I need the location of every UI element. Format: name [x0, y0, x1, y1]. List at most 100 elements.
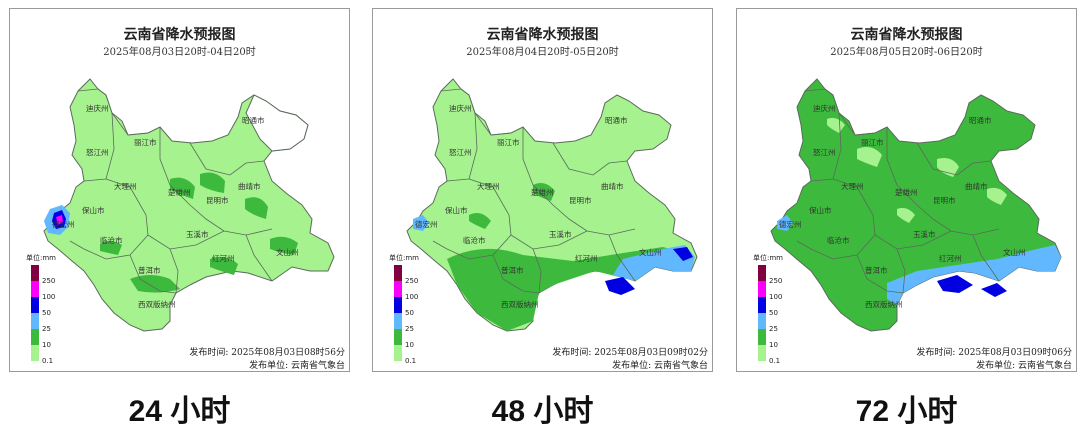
city-label: 德宏州	[779, 219, 802, 229]
city-label: 怒江州	[449, 147, 472, 157]
city-label: 迪庆州	[449, 103, 472, 113]
city-label: 楚雄州	[531, 187, 554, 197]
city-label: 红河州	[212, 253, 235, 263]
city-label: 普洱市	[138, 265, 161, 275]
city-label: 保山市	[445, 205, 468, 215]
city-label: 丽江市	[861, 137, 884, 147]
legend-swatch	[758, 265, 766, 281]
legend: 单位:mm 250 100 50 25 10 0.1	[753, 253, 801, 371]
city-label: 昆明市	[569, 195, 592, 205]
legend-value: 100	[42, 293, 56, 301]
precipitation-map: 迪庆州 丽江市 怒江州 昭通市 大理州 楚雄州 曲靖市 保山市 昆明市 德宏州 …	[406, 78, 698, 332]
legend-value: 10	[405, 341, 414, 349]
forecast-panel-24h: 迪庆州 丽江市 怒江州 昭通市 大理州 楚雄州 曲靖市 保山市 昆明市 德宏州 …	[9, 8, 350, 372]
legend-value: 25	[405, 325, 414, 333]
map-subtitle: 2025年08月03日20时-04日20时	[103, 47, 256, 58]
legend-value: 0.1	[42, 357, 54, 365]
city-label: 大理州	[114, 181, 137, 191]
map-title: 云南省降水预报图	[123, 27, 236, 43]
city-label: 普洱市	[865, 265, 888, 275]
legend-unit: 单位:mm	[753, 254, 783, 262]
city-label: 迪庆州	[813, 103, 836, 113]
legend-swatch	[758, 281, 766, 297]
city-label: 普洱市	[501, 265, 524, 275]
publish-unit: 发布单位: 云南省气象台	[976, 361, 1072, 371]
city-label: 临沧市	[827, 235, 850, 245]
legend: 单位:mm 250 100 50 25 10 0.1	[389, 253, 437, 371]
publish-time: 发布时间: 2025年08月03日09时02分	[552, 348, 708, 358]
city-label: 迪庆州	[86, 103, 109, 113]
legend-swatch	[758, 329, 766, 345]
legend-value: 25	[42, 325, 51, 333]
city-label: 昆明市	[206, 195, 229, 205]
map-title: 云南省降水预报图	[486, 27, 599, 43]
legend-swatch	[394, 329, 402, 345]
caption-72h: 72 小时	[855, 395, 958, 428]
legend-value: 10	[769, 341, 778, 349]
precipitation-map: 迪庆州 丽江市 怒江州 昭通市 大理州 楚雄州 曲靖市 保山市 昆明市 德宏州 …	[43, 78, 335, 332]
city-label: 曲靖市	[238, 181, 261, 191]
city-label: 保山市	[809, 205, 832, 215]
legend-value: 25	[769, 325, 778, 333]
legend-unit: 单位:mm	[26, 254, 56, 262]
map-subtitle: 2025年08月04日20时-05日20时	[466, 47, 619, 58]
legend-value: 250	[769, 277, 783, 285]
legend-value: 0.1	[405, 357, 417, 365]
city-label: 德宏州	[52, 219, 75, 229]
map-title: 云南省降水预报图	[850, 27, 963, 43]
city-label: 西双版纳州	[501, 299, 539, 309]
city-label: 临沧市	[100, 235, 123, 245]
city-label: 昆明市	[933, 195, 956, 205]
city-label: 保山市	[82, 205, 105, 215]
publish-unit: 发布单位: 云南省气象台	[612, 361, 708, 371]
legend-swatch	[394, 345, 402, 361]
legend-swatch	[31, 329, 39, 345]
legend-swatch	[758, 313, 766, 329]
city-label: 红河州	[575, 253, 598, 263]
legend-value: 0.1	[769, 357, 781, 365]
legend-swatch	[394, 265, 402, 281]
city-label: 楚雄州	[168, 187, 191, 197]
city-label: 大理州	[841, 181, 864, 191]
city-label: 临沧市	[463, 235, 486, 245]
publish-time: 发布时间: 2025年08月03日09时06分	[916, 348, 1072, 358]
legend-swatch	[31, 265, 39, 281]
city-label: 曲靖市	[601, 181, 624, 191]
precipitation-map: 迪庆州 丽江市 怒江州 昭通市 大理州 楚雄州 曲靖市 保山市 昆明市 德宏州 …	[770, 78, 1062, 332]
city-label: 玉溪市	[549, 229, 572, 239]
city-label: 西双版纳州	[865, 299, 903, 309]
city-label: 楚雄州	[895, 187, 918, 197]
publish-unit: 发布单位: 云南省气象台	[249, 361, 345, 371]
city-label: 文山州	[276, 247, 299, 257]
forecast-panel-48h: 迪庆州 丽江市 怒江州 昭通市 大理州 楚雄州 曲靖市 保山市 昆明市 德宏州 …	[372, 8, 713, 372]
city-label: 昭通市	[242, 115, 265, 125]
legend-value: 250	[405, 277, 419, 285]
legend-value: 10	[42, 341, 51, 349]
legend-swatch	[394, 297, 402, 313]
legend: 单位:mm 250 100 50 25 10 0.1	[26, 253, 74, 371]
legend-swatch	[758, 297, 766, 313]
city-label: 玉溪市	[913, 229, 936, 239]
city-label: 丽江市	[134, 137, 157, 147]
city-label: 文山州	[1003, 247, 1026, 257]
legend-value: 50	[769, 309, 778, 317]
legend-swatch	[31, 345, 39, 361]
caption-48h: 48 小时	[491, 395, 594, 428]
city-label: 昭通市	[969, 115, 992, 125]
publish-time: 发布时间: 2025年08月03日08时56分	[189, 348, 345, 358]
city-label: 德宏州	[415, 219, 438, 229]
legend-swatch	[31, 297, 39, 313]
city-label: 怒江州	[86, 147, 109, 157]
city-label: 昭通市	[605, 115, 628, 125]
legend-value: 250	[42, 277, 56, 285]
city-label: 西双版纳州	[138, 299, 176, 309]
city-label: 怒江州	[813, 147, 836, 157]
city-label: 玉溪市	[186, 229, 209, 239]
city-label: 红河州	[939, 253, 962, 263]
legend-swatch	[394, 313, 402, 329]
city-label: 文山州	[639, 247, 662, 257]
caption-24h: 24 小时	[128, 395, 231, 428]
city-label: 大理州	[477, 181, 500, 191]
legend-value: 100	[769, 293, 783, 301]
legend-unit: 单位:mm	[389, 254, 419, 262]
